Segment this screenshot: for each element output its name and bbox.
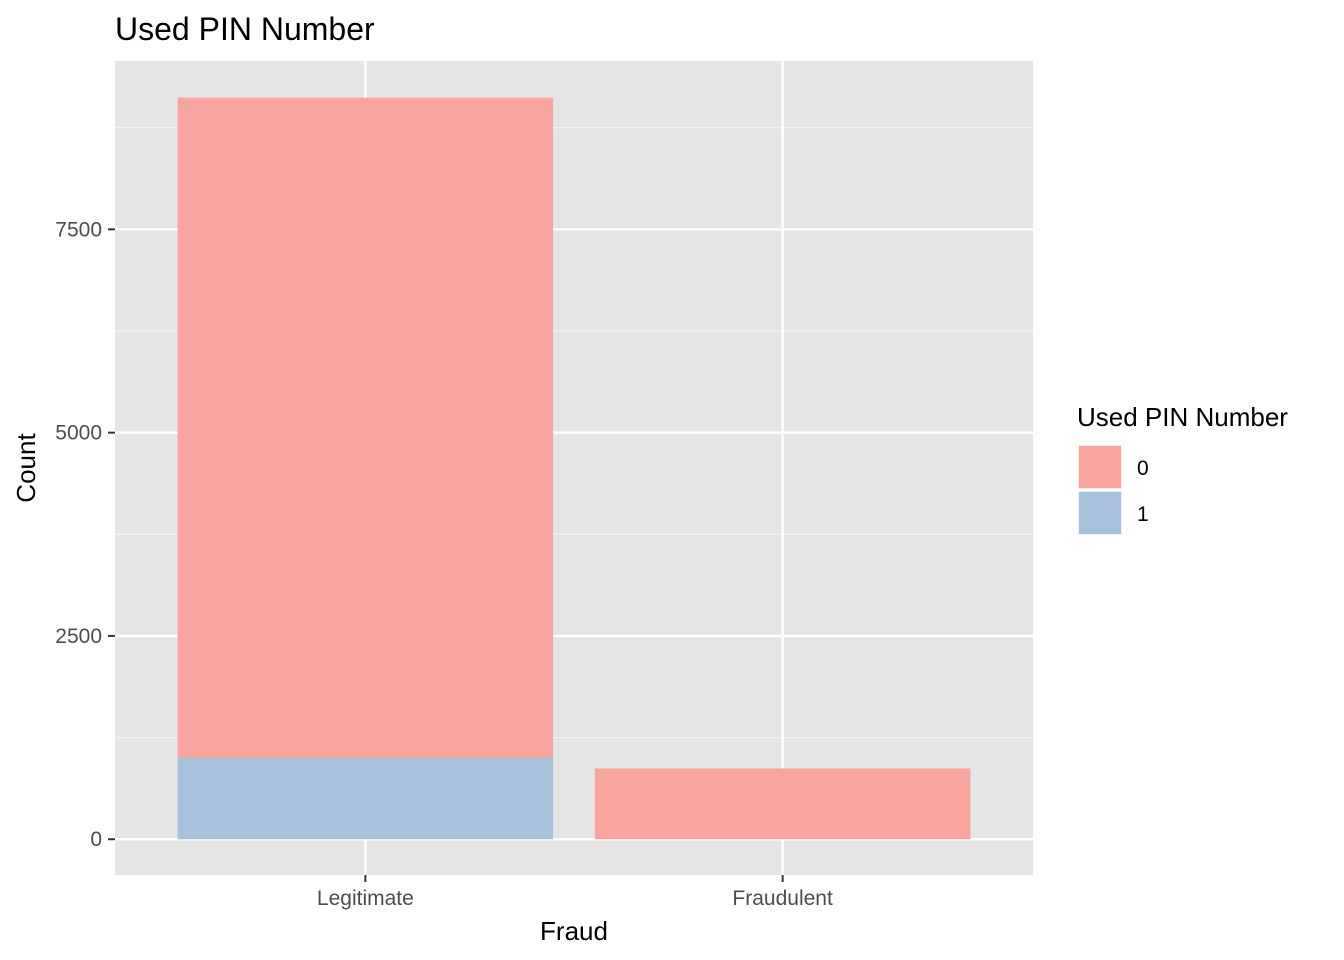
bars <box>177 97 971 840</box>
y-axis-title: Count <box>11 433 41 503</box>
y-axis: 0 2500 5000 7500 <box>55 218 115 851</box>
x-tick-label: Legitimate <box>317 887 414 910</box>
x-tick-label: Fraudulent <box>732 887 833 910</box>
y-tick-label: 0 <box>90 828 102 851</box>
chart-title: Used PIN Number <box>115 11 375 47</box>
legend-label-0: 0 <box>1137 457 1149 480</box>
bar-legitimate-series-0 <box>177 97 554 758</box>
x-axis-title: Fraud <box>540 916 608 946</box>
bar-fraudulent-series-0 <box>594 768 971 840</box>
y-tick-label: 7500 <box>55 218 102 241</box>
legend-title: Used PIN Number <box>1077 402 1288 432</box>
legend-key-0 <box>1077 444 1123 490</box>
y-tick-label: 5000 <box>55 422 102 445</box>
legend: Used PIN Number 0 1 <box>1077 402 1288 536</box>
y-tick-label: 2500 <box>55 625 102 648</box>
legend-key-1 <box>1077 490 1123 536</box>
x-axis: Legitimate Fraudulent <box>317 875 833 910</box>
legend-label-1: 1 <box>1137 503 1149 526</box>
bar-legitimate-series-1 <box>177 757 554 840</box>
